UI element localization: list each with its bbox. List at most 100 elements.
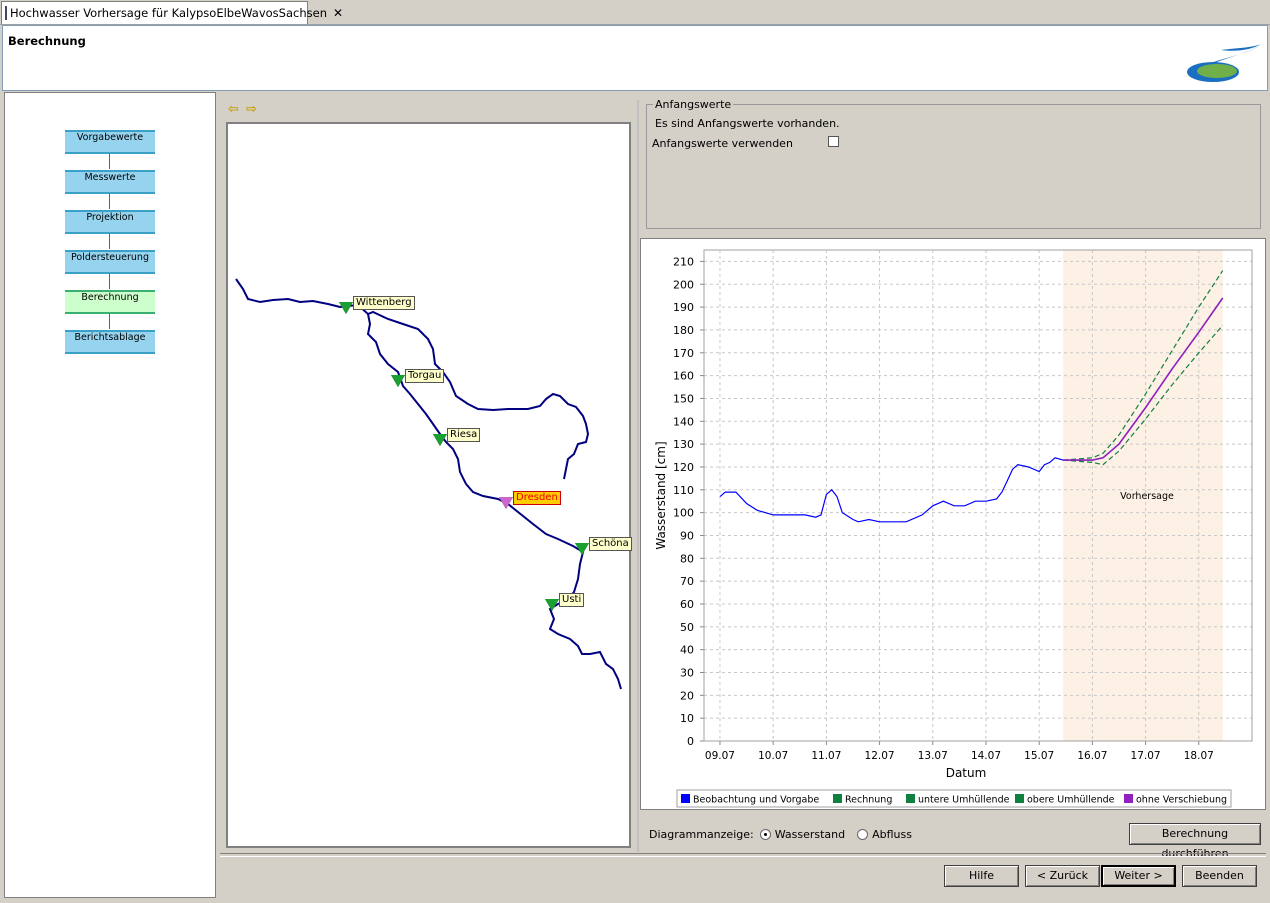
anfangswerte-group: Anfangswerte Es sind Anfangswerte vorhan… — [646, 98, 1261, 229]
tab-bar: Hochwasser Vorhersage für KalypsoElbeWav… — [0, 0, 1270, 25]
next-button[interactable]: Weiter > — [1101, 865, 1176, 887]
series-line — [1063, 325, 1224, 466]
app-icon — [5, 6, 7, 20]
y-tick-label: 210 — [673, 255, 694, 268]
help-button[interactable]: Hilfe — [944, 865, 1019, 887]
x-axis-label: Datum — [946, 766, 987, 780]
legend-swatch — [1124, 794, 1133, 803]
station-label: Riesa — [447, 428, 481, 442]
group-title: Anfangswerte — [653, 98, 734, 111]
x-tick-label: 12.07 — [865, 750, 895, 762]
close-icon[interactable]: ✕ — [333, 6, 344, 20]
step-connector — [109, 193, 110, 209]
y-tick-label: 190 — [673, 301, 694, 314]
chart-panel: 0 10 20 30 40 50 60 70 80 90 100 110 120 130 140 150 160… — [640, 238, 1266, 810]
step-connector — [109, 153, 110, 169]
x-tick-label: 10.07 — [758, 750, 788, 762]
plot-border — [703, 249, 1253, 742]
gauge-marker-icon — [545, 599, 559, 611]
series-line — [1063, 270, 1224, 461]
step-berechnung[interactable]: Berechnung — [65, 290, 155, 314]
gauge-marker-icon — [499, 497, 513, 509]
y-tick-label: 140 — [673, 415, 694, 428]
step-poldersteuerung[interactable]: Poldersteuerung — [65, 250, 155, 274]
radio-abfluss[interactable] — [857, 829, 869, 840]
y-tick-label: 60 — [680, 598, 694, 611]
radio-label-abfluss: Abfluss — [872, 828, 912, 841]
diagram-display: Diagrammanzeige: Wasserstand Abfluss — [649, 828, 912, 841]
arrow-right-icon[interactable]: ⇨ — [246, 102, 257, 117]
y-tick-label: 30 — [680, 666, 694, 679]
station-label: Usti — [559, 593, 585, 607]
station-schoena[interactable]: Schöna — [575, 537, 632, 555]
editor-tab[interactable]: Hochwasser Vorhersage für KalypsoElbeWav… — [1, 1, 343, 24]
run-calculation-button[interactable]: Berechnung durchführen — [1129, 823, 1261, 860]
legend-swatch — [906, 794, 915, 803]
station-dresden[interactable]: Dresden — [499, 491, 561, 509]
series-line — [719, 457, 1064, 523]
legend-entry: ohne Verschiebung — [1136, 795, 1227, 806]
station-torgau[interactable]: Torgau — [391, 369, 445, 387]
y-tick-label: 130 — [673, 438, 694, 451]
station-wittenberg[interactable]: Wittenberg — [339, 296, 415, 314]
step-connector — [109, 233, 110, 249]
tab-title: Hochwasser Vorhersage für KalypsoElbeWav… — [10, 6, 327, 20]
legend-swatch — [1015, 794, 1024, 803]
map-view[interactable]: Wittenberg Torgau Riesa Dresden Schöna U… — [226, 122, 632, 848]
step-connector — [109, 313, 110, 329]
station-riesa[interactable]: Riesa — [433, 428, 481, 446]
radio-wasserstand[interactable] — [759, 829, 771, 840]
radio-label-wasserstand: Wasserstand — [774, 828, 846, 841]
y-tick-label: 160 — [673, 370, 694, 383]
diagram-label: Diagrammanzeige: — [649, 828, 754, 841]
y-tick-label: 10 — [680, 712, 694, 725]
station-usti[interactable]: Usti — [545, 593, 585, 611]
page-title: Berechnung — [8, 34, 86, 48]
station-label: Torgau — [405, 369, 445, 383]
legend-box — [676, 789, 1232, 808]
station-label: Schöna — [589, 537, 632, 551]
legend-entry: obere Umhüllende — [1027, 795, 1115, 806]
hydrograph-chart: 0 10 20 30 40 50 60 70 80 90 100 110 120 130 140 150 160… — [654, 249, 1253, 808]
gauge-marker-icon — [433, 434, 447, 446]
forecast-label: Vorhersage — [1120, 491, 1174, 502]
series-line — [1063, 297, 1224, 461]
x-tick-label: 15.07 — [1024, 750, 1054, 762]
y-tick-label: 170 — [673, 347, 694, 360]
gauge-marker-icon — [339, 302, 353, 314]
y-axis-label: Wasserstand [cm] — [654, 441, 668, 549]
wizard-steps-panel: Vorgabewerte Messwerte Projektion Polder… — [4, 92, 216, 898]
y-tick-label: 90 — [680, 529, 694, 542]
y-tick-label: 0 — [687, 735, 694, 748]
y-tick-label: 80 — [680, 552, 694, 565]
y-tick-label: 120 — [673, 461, 694, 474]
arrow-left-icon[interactable]: ⇦ — [228, 102, 239, 117]
forecast-region — [1063, 250, 1223, 741]
station-label: Wittenberg — [353, 296, 415, 310]
wizard-header: Berechnung — [2, 25, 1268, 91]
step-connector — [109, 273, 110, 289]
back-button[interactable]: < Zurück — [1025, 865, 1100, 887]
x-tick-label: 11.07 — [811, 750, 841, 762]
step-berichtsablage[interactable]: Berichtsablage — [65, 330, 155, 354]
anfangswerte-checkbox[interactable] — [828, 136, 839, 147]
checkbox-label: Anfangswerte verwenden — [652, 137, 793, 150]
separator — [220, 853, 1266, 857]
y-tick-label: 110 — [673, 484, 694, 497]
y-tick-label: 180 — [673, 324, 694, 337]
x-tick-label: 13.07 — [918, 750, 948, 762]
station-label: Dresden — [513, 491, 561, 505]
y-tick-label: 200 — [673, 278, 694, 291]
step-projektion[interactable]: Projektion — [65, 210, 155, 234]
gauge-marker-icon — [575, 543, 589, 555]
step-messwerte[interactable]: Messwerte — [65, 170, 155, 194]
step-vorgabewerte[interactable]: Vorgabewerte — [65, 130, 155, 154]
x-tick-label: 14.07 — [971, 750, 1001, 762]
y-tick-label: 100 — [673, 507, 694, 520]
y-tick-label: 40 — [680, 644, 694, 657]
finish-button[interactable]: Beenden — [1182, 865, 1257, 887]
x-tick-label: 09.07 — [705, 750, 735, 762]
splitter[interactable] — [637, 100, 639, 852]
logo-icon — [1187, 44, 1261, 82]
legend-entry: Rechnung — [845, 795, 892, 806]
